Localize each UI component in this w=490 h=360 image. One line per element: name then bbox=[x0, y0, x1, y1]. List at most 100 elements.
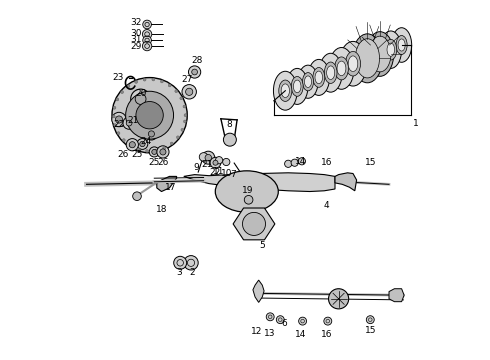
Ellipse shape bbox=[298, 65, 318, 98]
Text: 27: 27 bbox=[181, 76, 193, 85]
Text: 7: 7 bbox=[231, 170, 236, 179]
Text: 3: 3 bbox=[176, 268, 182, 277]
Text: 21: 21 bbox=[201, 161, 213, 170]
Circle shape bbox=[123, 117, 135, 129]
Circle shape bbox=[145, 128, 157, 140]
Polygon shape bbox=[389, 289, 404, 302]
Ellipse shape bbox=[308, 59, 330, 95]
Ellipse shape bbox=[352, 34, 383, 83]
Circle shape bbox=[117, 132, 120, 135]
Text: 11: 11 bbox=[213, 167, 225, 176]
Ellipse shape bbox=[324, 62, 337, 84]
Circle shape bbox=[367, 316, 374, 324]
Circle shape bbox=[152, 78, 155, 81]
Text: 19: 19 bbox=[242, 186, 254, 195]
Ellipse shape bbox=[112, 78, 187, 153]
Ellipse shape bbox=[348, 56, 358, 72]
Circle shape bbox=[160, 80, 163, 83]
Circle shape bbox=[163, 147, 166, 149]
Circle shape bbox=[182, 85, 196, 99]
Circle shape bbox=[133, 192, 141, 201]
Ellipse shape bbox=[385, 39, 397, 60]
Circle shape bbox=[181, 129, 184, 131]
Text: 25: 25 bbox=[148, 158, 160, 166]
Text: 16: 16 bbox=[321, 158, 333, 167]
Text: 17: 17 bbox=[166, 184, 177, 193]
Polygon shape bbox=[253, 280, 264, 302]
Ellipse shape bbox=[136, 102, 163, 129]
Text: 30: 30 bbox=[130, 29, 142, 38]
Circle shape bbox=[143, 20, 151, 29]
Circle shape bbox=[152, 149, 157, 154]
Text: 22: 22 bbox=[113, 120, 124, 129]
Circle shape bbox=[202, 151, 215, 164]
Circle shape bbox=[121, 91, 123, 94]
Text: 32: 32 bbox=[131, 18, 142, 27]
Ellipse shape bbox=[279, 80, 292, 102]
Text: 23: 23 bbox=[113, 73, 124, 82]
Circle shape bbox=[186, 88, 193, 95]
Ellipse shape bbox=[367, 32, 393, 76]
Ellipse shape bbox=[291, 77, 303, 96]
Circle shape bbox=[189, 66, 201, 78]
Ellipse shape bbox=[355, 39, 379, 78]
Ellipse shape bbox=[319, 53, 342, 92]
Circle shape bbox=[143, 30, 152, 39]
Polygon shape bbox=[233, 208, 275, 240]
Ellipse shape bbox=[313, 68, 325, 87]
Circle shape bbox=[116, 116, 122, 123]
Ellipse shape bbox=[135, 94, 146, 104]
Circle shape bbox=[148, 131, 154, 137]
Circle shape bbox=[157, 146, 169, 158]
Ellipse shape bbox=[387, 43, 394, 56]
Text: 22: 22 bbox=[210, 168, 221, 177]
Polygon shape bbox=[184, 173, 335, 192]
Text: 31: 31 bbox=[130, 35, 142, 44]
Circle shape bbox=[328, 289, 349, 309]
Circle shape bbox=[222, 158, 230, 166]
Circle shape bbox=[137, 139, 148, 149]
Circle shape bbox=[112, 115, 115, 118]
Ellipse shape bbox=[125, 91, 173, 139]
Ellipse shape bbox=[380, 31, 402, 68]
Circle shape bbox=[113, 106, 116, 109]
Ellipse shape bbox=[131, 89, 150, 109]
Ellipse shape bbox=[215, 171, 278, 212]
Ellipse shape bbox=[337, 61, 346, 76]
Circle shape bbox=[160, 149, 166, 155]
Polygon shape bbox=[335, 173, 357, 191]
Circle shape bbox=[143, 36, 151, 45]
Circle shape bbox=[285, 160, 292, 167]
Circle shape bbox=[129, 144, 132, 147]
Ellipse shape bbox=[339, 41, 367, 86]
Circle shape bbox=[140, 141, 145, 147]
Text: 26: 26 bbox=[157, 158, 169, 166]
Text: 15: 15 bbox=[365, 326, 376, 335]
Ellipse shape bbox=[327, 66, 335, 80]
Circle shape bbox=[174, 256, 187, 269]
Circle shape bbox=[114, 123, 117, 126]
Ellipse shape bbox=[302, 73, 314, 91]
Text: 24: 24 bbox=[140, 137, 151, 146]
Text: 4: 4 bbox=[323, 202, 329, 210]
Circle shape bbox=[116, 98, 119, 101]
Ellipse shape bbox=[281, 84, 290, 98]
Text: 13: 13 bbox=[264, 328, 275, 338]
Circle shape bbox=[126, 120, 132, 126]
Circle shape bbox=[122, 139, 125, 141]
Circle shape bbox=[143, 78, 146, 81]
Circle shape bbox=[175, 90, 178, 93]
Text: 20: 20 bbox=[135, 89, 147, 98]
Circle shape bbox=[199, 153, 208, 161]
Ellipse shape bbox=[315, 71, 322, 84]
Ellipse shape bbox=[329, 48, 354, 89]
Text: 14: 14 bbox=[295, 330, 306, 338]
Circle shape bbox=[192, 69, 197, 75]
Ellipse shape bbox=[398, 39, 405, 51]
Text: 9: 9 bbox=[194, 163, 199, 172]
Text: 12: 12 bbox=[251, 327, 262, 336]
Ellipse shape bbox=[273, 71, 297, 110]
Text: 29: 29 bbox=[131, 42, 142, 51]
Circle shape bbox=[205, 154, 212, 161]
Circle shape bbox=[112, 112, 126, 127]
